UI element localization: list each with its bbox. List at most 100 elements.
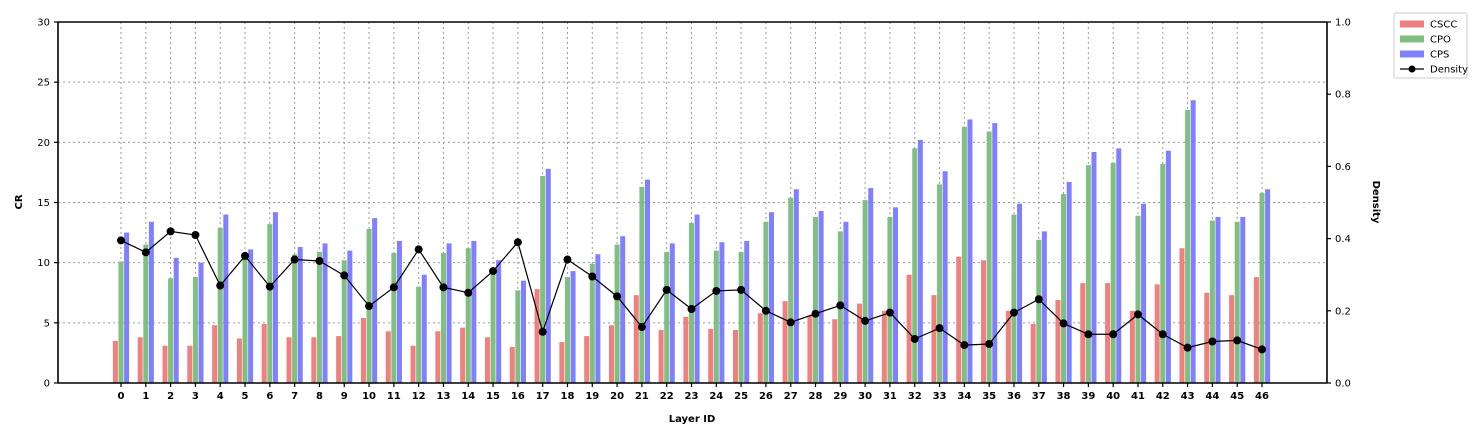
bar-cps — [1165, 150, 1171, 383]
density-point — [1059, 319, 1068, 328]
bar-cscc — [212, 325, 218, 383]
x-tick-label: 2 — [167, 391, 174, 402]
x-tick-label: 26 — [759, 391, 773, 402]
bar-cscc — [658, 330, 664, 383]
bar-cpo — [341, 260, 347, 383]
bar-cscc — [286, 337, 292, 383]
bar-cscc — [509, 346, 515, 383]
axes — [54, 21, 1331, 387]
density-point — [1084, 330, 1093, 339]
bar-cpo — [168, 278, 174, 383]
density-point — [761, 306, 770, 315]
bar-cps — [272, 212, 278, 383]
bar-cpo — [639, 186, 645, 383]
density-point — [1233, 336, 1242, 345]
bar-cscc — [137, 337, 143, 383]
bar-cps — [471, 241, 477, 383]
bar-cscc — [757, 313, 763, 383]
y2-tick-label: 0.8 — [1335, 90, 1351, 101]
density-point — [290, 255, 299, 264]
x-tick-label: 42 — [1156, 391, 1170, 402]
bar-cscc — [956, 256, 962, 383]
y2-tick-label: 0.6 — [1335, 162, 1351, 173]
density-point — [141, 248, 150, 257]
bar-cps — [173, 257, 179, 383]
x-tick-label: 25 — [734, 391, 748, 402]
y-tick-label: 0 — [44, 379, 50, 390]
bar-cps — [570, 271, 576, 383]
bar-cpo — [937, 184, 943, 383]
density-point — [861, 316, 870, 325]
density-point — [166, 227, 175, 236]
bar-cps — [223, 214, 229, 383]
bar-cscc — [708, 328, 714, 383]
x-tick-label: 22 — [660, 391, 674, 402]
bar-cps — [148, 221, 154, 383]
legend-swatch-cscc — [1400, 20, 1424, 28]
legend-label-cps: CPS — [1430, 50, 1449, 61]
bar-cpo — [440, 253, 446, 383]
x-tick-label: 28 — [809, 391, 823, 402]
bar-cps — [1017, 203, 1023, 383]
bar-cpo — [564, 277, 570, 383]
legend-marker-density — [1408, 65, 1416, 73]
bar-cpo — [912, 148, 918, 383]
bar-cpo — [862, 200, 868, 383]
bar-cpo — [490, 271, 496, 383]
legend-label-cscc: CSCC — [1430, 20, 1457, 31]
bar-cps — [1091, 151, 1097, 383]
density-point — [563, 255, 572, 264]
bar-cscc — [484, 337, 490, 383]
density-point — [836, 301, 845, 310]
density-point — [811, 309, 820, 318]
bar-cpo — [887, 216, 893, 383]
x-tick-label: 6 — [266, 391, 273, 402]
bar-cpo — [391, 253, 397, 383]
x-tick-label: 5 — [242, 391, 249, 402]
y-tick-label: 5 — [44, 318, 50, 329]
y-tick-label: 25 — [37, 78, 50, 89]
bar-cpo — [986, 131, 992, 383]
bar-cps — [496, 260, 502, 383]
bar-cscc — [162, 345, 168, 383]
bar-cps — [322, 243, 328, 383]
bar-cps — [1066, 182, 1072, 383]
bar-cps — [446, 243, 452, 383]
bar-cscc — [857, 303, 863, 383]
x-tick-label: 16 — [511, 391, 525, 402]
bar-cps — [124, 232, 130, 383]
bar-cps — [644, 179, 650, 383]
bar-layer — [112, 100, 1271, 384]
x-tick-label: 9 — [341, 391, 348, 402]
bar-cps — [198, 262, 204, 383]
bar-cpo — [1085, 165, 1091, 383]
bar-cscc — [1055, 299, 1061, 383]
bar-cpo — [465, 248, 471, 383]
bar-cscc — [782, 301, 788, 383]
density-point — [1183, 343, 1192, 352]
y2-axis-title: Density — [1370, 181, 1381, 224]
density-point — [786, 318, 795, 327]
density-line-layer — [117, 227, 1266, 354]
density-point — [365, 302, 374, 311]
bar-cps — [620, 236, 626, 383]
x-tick-label: 10 — [362, 391, 376, 402]
legend-swatch-cps — [1400, 50, 1424, 58]
density-point — [464, 288, 473, 297]
density-point — [588, 272, 597, 281]
x-tick-label: 15 — [486, 391, 500, 402]
y2-tick-label: 1.0 — [1335, 18, 1351, 29]
x-tick-label: 33 — [933, 391, 947, 402]
bar-cpo — [1209, 220, 1215, 383]
density-point — [241, 251, 250, 260]
bar-cpo — [515, 290, 521, 383]
bar-cpo — [143, 244, 149, 383]
bar-cpo — [118, 261, 124, 383]
density-point — [985, 340, 994, 349]
bar-cps — [1265, 189, 1271, 383]
y2-tick-label: 0.0 — [1335, 379, 1351, 390]
bar-cps — [967, 119, 973, 383]
x-tick-label: 35 — [982, 391, 996, 402]
y-tick-label: 10 — [37, 258, 50, 269]
x-tick-label: 13 — [436, 391, 450, 402]
